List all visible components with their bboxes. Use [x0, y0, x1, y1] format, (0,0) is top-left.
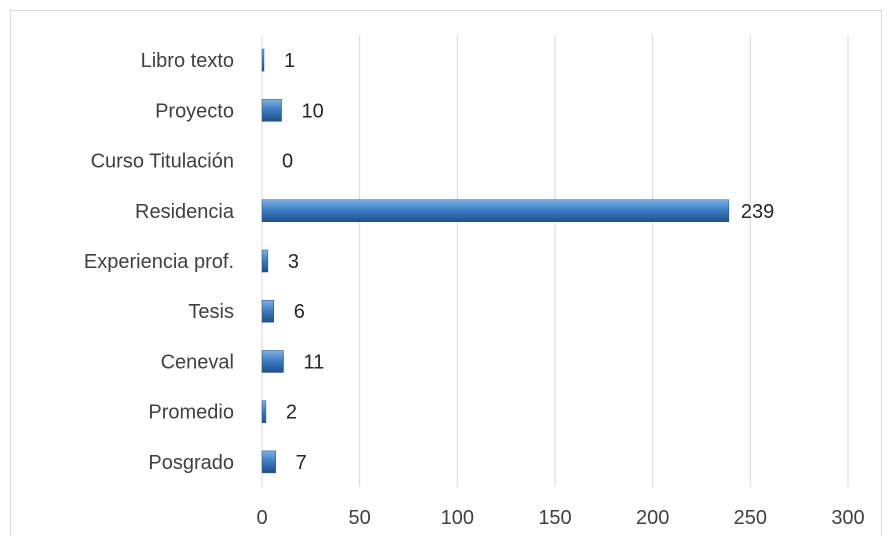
data-label: 0: [282, 151, 293, 173]
x-tick-label: 300: [831, 507, 864, 529]
data-label: 6: [294, 301, 305, 323]
data-label: 10: [302, 100, 324, 122]
data-label: 7: [296, 452, 307, 474]
bar: [261, 450, 276, 474]
category-labels: Libro texto Proyecto Curso Titulación Resid…: [84, 50, 235, 474]
data-label: 239: [741, 201, 774, 223]
bars: [261, 48, 730, 474]
category-label: Tesis: [188, 301, 234, 323]
x-tick-labels: 0 50 100 150 200 250 300: [256, 507, 864, 529]
data-label: 11: [303, 351, 324, 373]
category-label: Posgrado: [148, 452, 234, 474]
data-labels: 1 10 0 239 3 6 11 2 7: [282, 50, 774, 474]
chart-frame: [10, 10, 882, 536]
x-tick-label: 150: [538, 507, 571, 529]
category-label: Proyecto: [155, 100, 234, 122]
bar: [261, 199, 730, 223]
bar: [261, 48, 265, 72]
bar: [261, 350, 284, 373]
x-tick-label: 200: [636, 507, 669, 529]
bar: [261, 400, 267, 423]
bar: [261, 99, 282, 122]
bar: [261, 299, 274, 323]
data-label: 3: [288, 251, 299, 273]
data-label: 2: [286, 402, 297, 424]
x-tick-label: 0: [256, 507, 267, 529]
category-label: Residencia: [135, 201, 235, 223]
category-label: Curso Titulación: [91, 151, 234, 173]
data-label: 1: [284, 50, 295, 72]
x-tick-label: 250: [734, 507, 767, 529]
category-label: Experiencia prof.: [84, 251, 234, 273]
category-label: Promedio: [148, 402, 234, 424]
x-tick-label: 50: [349, 507, 371, 529]
category-label: Ceneval: [161, 351, 234, 373]
grid-lines: [261, 35, 849, 487]
x-tick-label: 100: [441, 507, 474, 529]
bar: [261, 249, 269, 273]
category-label: Libro texto: [141, 50, 234, 72]
